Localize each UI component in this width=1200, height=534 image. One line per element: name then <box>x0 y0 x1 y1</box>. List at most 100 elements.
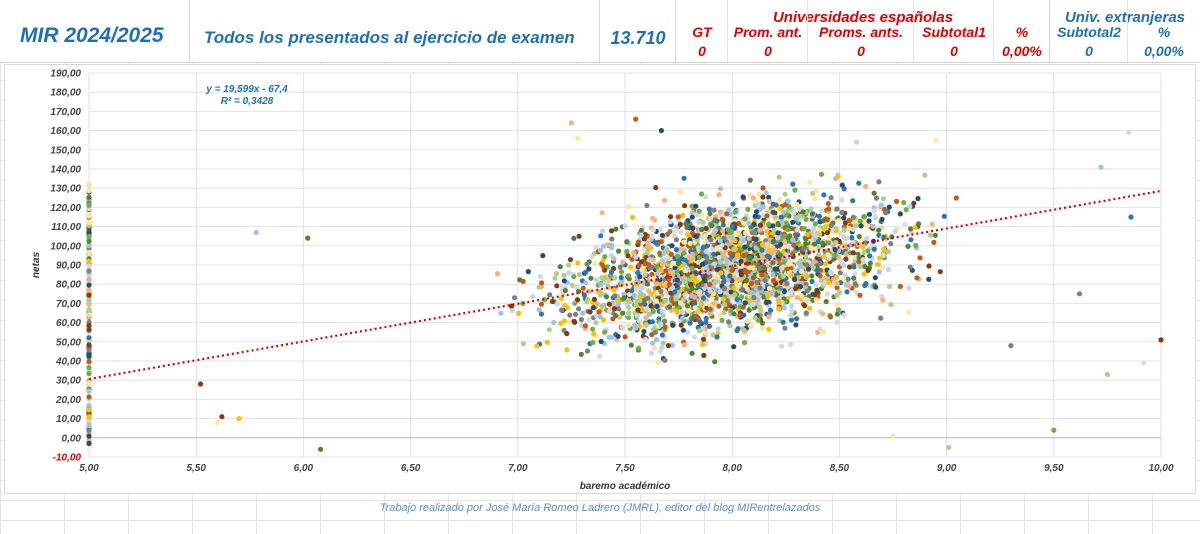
data-point <box>797 284 804 290</box>
data-point <box>742 300 748 306</box>
data-point <box>841 312 847 318</box>
data-point <box>694 279 700 285</box>
data-point <box>602 329 608 335</box>
data-point <box>633 325 639 331</box>
data-point <box>86 288 92 295</box>
data-point <box>839 197 845 203</box>
data-point <box>720 222 726 228</box>
data-point <box>680 309 686 315</box>
data-point <box>601 276 607 282</box>
data-point <box>835 173 841 179</box>
data-point <box>804 288 810 294</box>
data-point <box>660 312 666 318</box>
data-point <box>856 233 862 240</box>
data-point <box>917 255 923 261</box>
data-point <box>834 206 840 212</box>
data-point <box>776 174 782 180</box>
data-point <box>877 255 883 261</box>
chart-area: -10,00 0,00 10,00 20,00 30,00 40,00 50,00 60,00… <box>4 64 1196 494</box>
data-point <box>703 248 709 254</box>
data-point <box>638 259 644 265</box>
col-prom-ant: Prom. ant. 0 <box>728 0 808 62</box>
data-point <box>726 319 732 325</box>
y-tick-label: 190,00 <box>50 69 81 80</box>
data-point <box>593 320 599 326</box>
data-point <box>642 272 648 278</box>
data-point <box>674 309 680 315</box>
data-point <box>685 232 691 238</box>
data-point <box>720 274 726 280</box>
data-point <box>689 214 695 220</box>
data-point <box>825 201 831 207</box>
data-point <box>86 407 92 413</box>
data-point <box>599 210 605 216</box>
data-point <box>641 328 647 335</box>
data-point <box>697 319 703 325</box>
data-point <box>660 340 666 346</box>
data-point <box>865 267 871 273</box>
data-point <box>811 226 817 232</box>
data-point <box>525 269 531 275</box>
data-point <box>880 297 886 303</box>
data-point <box>670 260 676 266</box>
data-point <box>827 314 834 320</box>
data-point <box>953 195 959 201</box>
data-point <box>544 339 550 345</box>
data-point <box>645 295 651 301</box>
data-point <box>851 264 857 270</box>
data-point <box>721 310 727 316</box>
data-point <box>833 239 839 246</box>
data-point <box>725 227 732 233</box>
data-point <box>86 342 92 348</box>
data-point <box>642 336 649 342</box>
data-point <box>771 227 777 233</box>
data-point <box>583 269 589 275</box>
data-point <box>1098 164 1104 170</box>
data-point <box>805 266 812 272</box>
data-point <box>740 194 746 200</box>
data-point <box>707 281 713 288</box>
data-point <box>672 289 678 295</box>
col-subtotal1: Subtotal1 0 <box>914 0 994 62</box>
data-point <box>815 238 822 245</box>
data-point <box>86 292 92 298</box>
data-point <box>659 332 666 338</box>
data-point <box>906 309 912 315</box>
data-point <box>852 281 858 287</box>
subtitle-cell: Todos los presentados al ejercicio de ex… <box>190 0 600 62</box>
data-point <box>620 310 626 316</box>
data-point <box>667 304 673 310</box>
data-point <box>546 327 552 333</box>
data-point <box>761 264 767 271</box>
data-point <box>867 253 873 259</box>
data-point <box>197 381 204 387</box>
data-point <box>626 203 632 210</box>
data-point <box>678 229 684 235</box>
data-point <box>564 347 570 353</box>
data-point <box>819 240 826 246</box>
data-point <box>621 295 627 301</box>
x-tick-label: 5,50 <box>186 463 206 474</box>
data-point <box>600 228 606 234</box>
data-point <box>813 188 819 194</box>
data-point <box>86 307 92 313</box>
data-point <box>554 271 560 277</box>
data-point <box>498 310 504 316</box>
y-tick-label: 110,00 <box>51 222 81 233</box>
data-point <box>597 247 604 253</box>
data-point <box>841 227 847 233</box>
data-point <box>629 256 635 262</box>
data-point <box>662 318 668 324</box>
data-point <box>684 224 690 230</box>
data-point <box>635 307 641 313</box>
footer-credit: Trabajo realizado por José María Romeo L… <box>379 502 821 514</box>
data-point <box>659 261 665 267</box>
data-point <box>728 296 735 302</box>
col-subtotal2-value: 0 <box>1085 43 1093 59</box>
data-point <box>922 172 928 178</box>
x-tick-label: 9,00 <box>937 463 957 474</box>
data-point <box>752 213 758 219</box>
chart-gridlines <box>88 72 1162 458</box>
data-point <box>571 235 577 241</box>
data-point <box>785 244 791 250</box>
